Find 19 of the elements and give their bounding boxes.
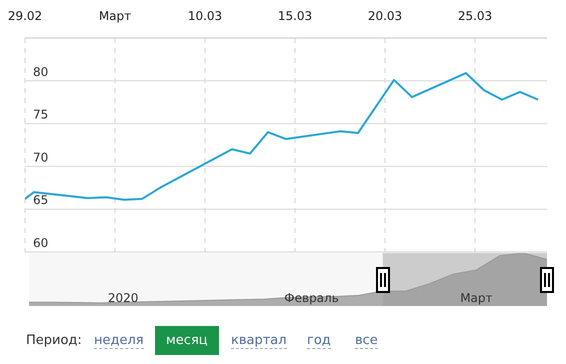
- y-tick-label: 60: [33, 236, 48, 250]
- y-tick-label: 80: [33, 64, 48, 79]
- y-tick-label: 75: [33, 108, 48, 122]
- category-label: месяц: [155, 326, 219, 355]
- category-label: квартал: [231, 333, 287, 349]
- category-label: год: [307, 333, 331, 349]
- y-tick-label: 65: [33, 193, 48, 208]
- text: Период:: [26, 333, 82, 348]
- x-tick-label: 20.03: [368, 9, 402, 23]
- x-tick-label: 29.02: [8, 9, 42, 23]
- x-tick-label: 10.03: [188, 9, 222, 23]
- category-label: неделя: [94, 333, 144, 349]
- x-tick-label: 15.03: [278, 9, 312, 23]
- y-tick-label: 70: [33, 150, 48, 164]
- x-tick-label: 25.03: [458, 9, 492, 23]
- category-label: все: [355, 333, 378, 349]
- x-tick-label: Март: [460, 291, 493, 305]
- x-tick-label: Март: [98, 9, 132, 23]
- x-tick-label: 2020: [108, 291, 138, 305]
